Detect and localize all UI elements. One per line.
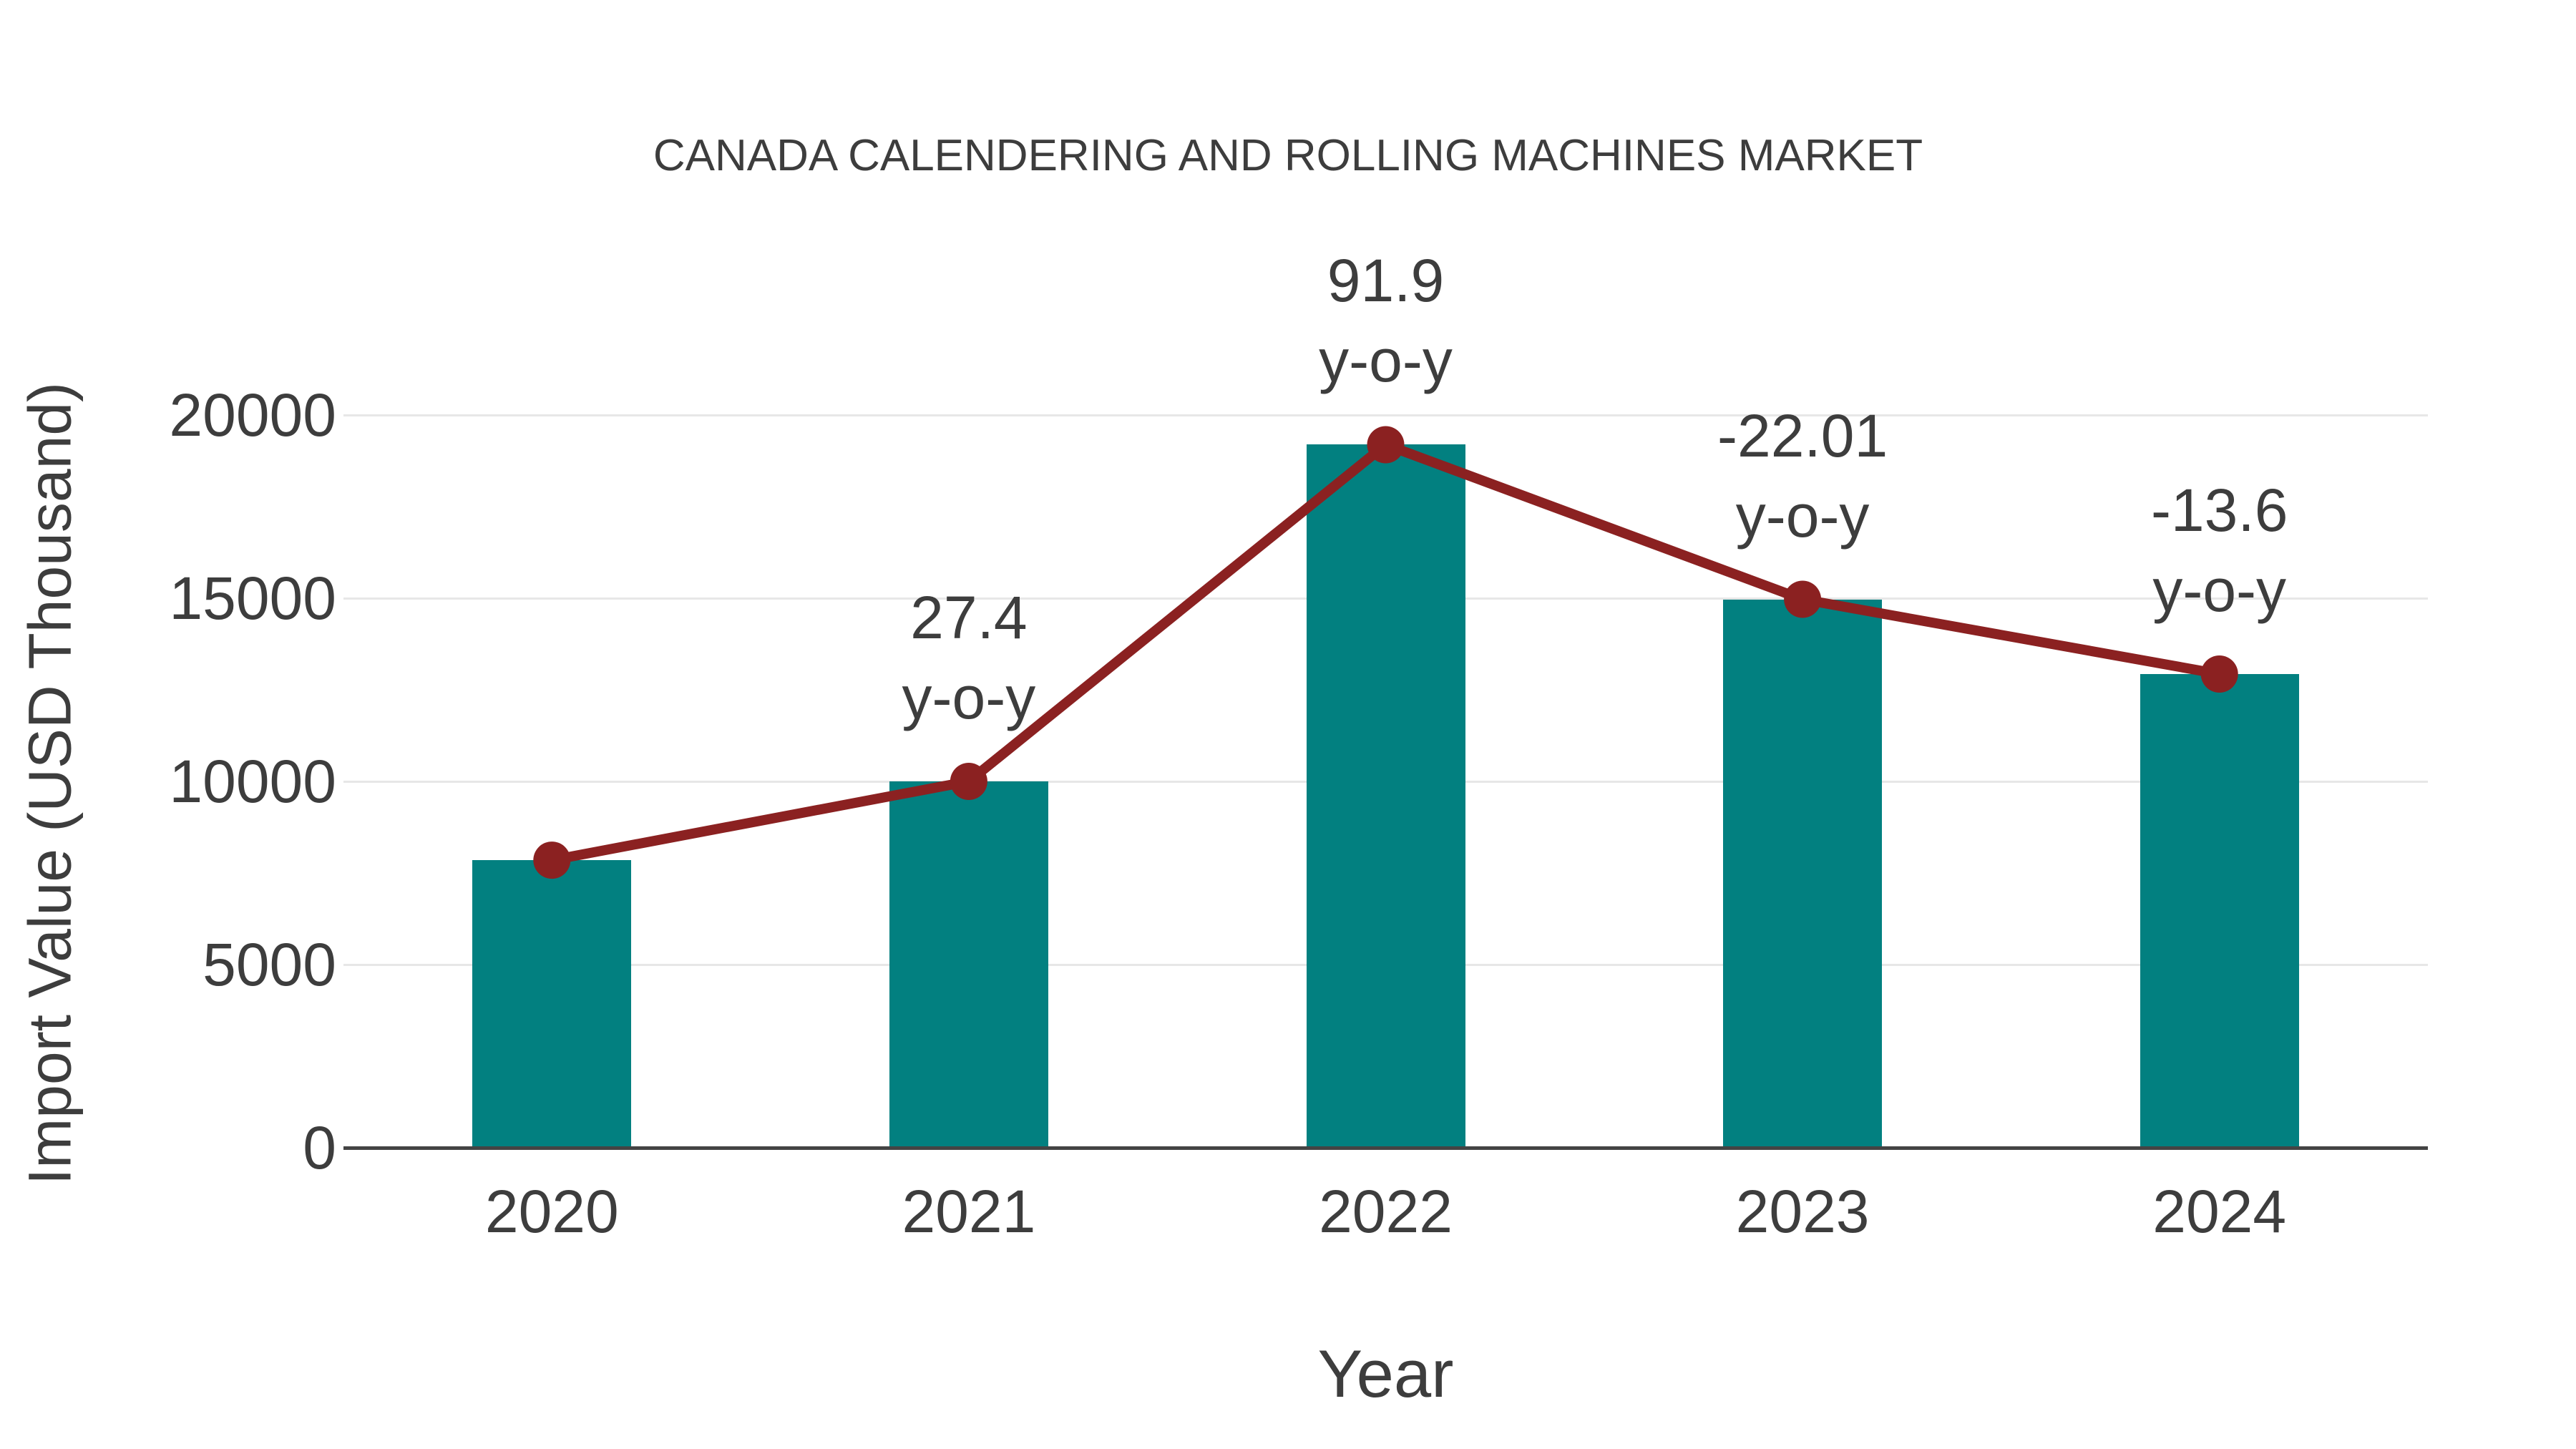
bar-2021[interactable] bbox=[889, 781, 1048, 1148]
yoy-value: 91.9 bbox=[1327, 247, 1445, 315]
yoy-suffix: y-o-y bbox=[902, 664, 1036, 731]
bar-2022[interactable] bbox=[1306, 444, 1465, 1148]
x-axis-line bbox=[343, 1146, 2428, 1150]
y-tick-label-20000: 20000 bbox=[169, 381, 336, 449]
gridline-20000 bbox=[343, 414, 2428, 416]
yoy-suffix: y-o-y bbox=[1735, 482, 1870, 550]
yoy-annotation-2022: 91.9 y-o-y bbox=[1319, 240, 1453, 401]
x-axis-title: Year bbox=[1317, 1336, 1454, 1411]
y-tick-label-15000: 15000 bbox=[169, 565, 336, 632]
yoy-suffix: y-o-y bbox=[2152, 556, 2287, 624]
y-tick-label-0: 0 bbox=[303, 1114, 336, 1181]
yoy-annotation-2023: -22.01 y-o-y bbox=[1717, 396, 1888, 556]
yoy-suffix: y-o-y bbox=[1319, 327, 1453, 395]
bar-2023[interactable] bbox=[1723, 599, 1883, 1148]
yoy-value: -22.01 bbox=[1717, 401, 1888, 469]
x-tick-label-2021: 2021 bbox=[902, 1178, 1036, 1245]
yoy-value: 27.4 bbox=[910, 584, 1028, 651]
y-tick-label-10000: 10000 bbox=[169, 748, 336, 815]
bar-2024[interactable] bbox=[2140, 673, 2299, 1148]
x-tick-label-2022: 2022 bbox=[1319, 1178, 1453, 1245]
yoy-annotation-2021: 27.4 y-o-y bbox=[902, 577, 1036, 738]
bar-2020[interactable] bbox=[472, 860, 632, 1148]
x-tick-label-2023: 2023 bbox=[1735, 1178, 1870, 1245]
yoy-value: -13.6 bbox=[2150, 476, 2288, 544]
chart-title: CANADA CALENDERING AND ROLLING MACHINES … bbox=[653, 131, 1923, 180]
y-tick-label-5000: 5000 bbox=[203, 931, 336, 998]
yoy-annotation-2024: -13.6 y-o-y bbox=[2151, 470, 2288, 630]
x-tick-label-2024: 2024 bbox=[2152, 1178, 2287, 1245]
y-axis-title: Import Value (USD Thousand) bbox=[16, 381, 84, 1186]
x-tick-label-2020: 2020 bbox=[484, 1178, 619, 1245]
